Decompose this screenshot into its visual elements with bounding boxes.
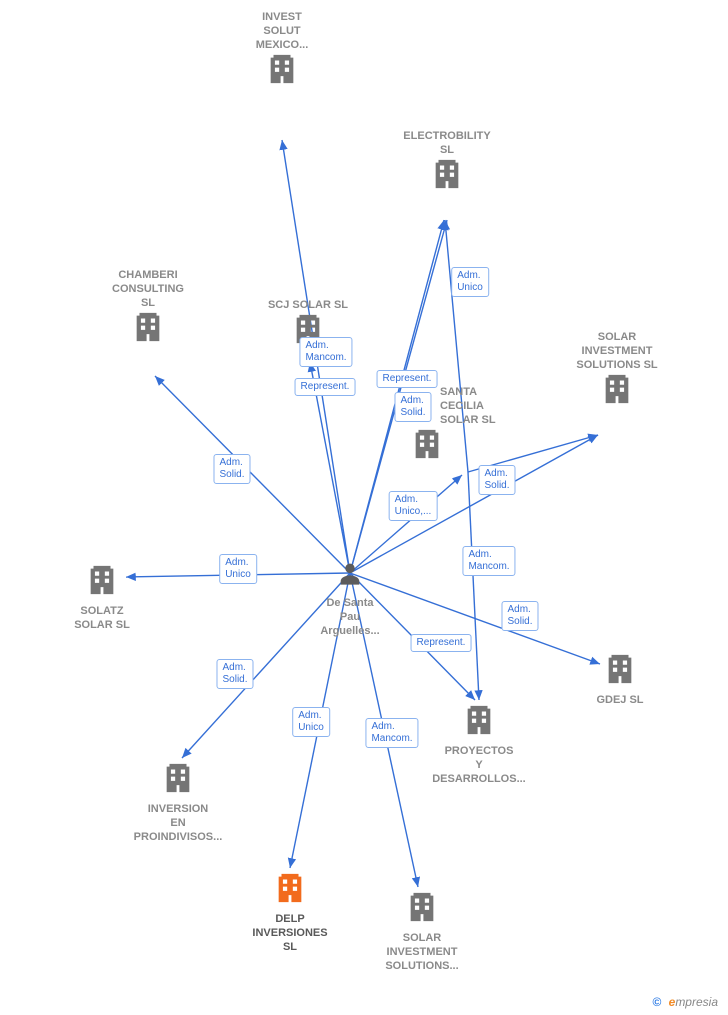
building-icon: [603, 652, 637, 686]
building-icon: [600, 372, 634, 406]
node-label: SANTACECILIASOLAR SL: [440, 385, 496, 427]
edge-label: Represent.: [377, 370, 438, 388]
edge-label: Adm.Unico,...: [389, 491, 438, 521]
building-icon: [265, 52, 299, 86]
building-icon: [410, 427, 444, 461]
building-icon: [430, 157, 464, 191]
company-node[interactable]: SOLARINVESTMENTSOLUTIONS...: [362, 890, 482, 973]
brand-logo-rest: mpresia: [675, 995, 718, 1009]
node-label: ELECTROBILITYSL: [387, 129, 507, 157]
node-label: GDEJ SL: [560, 693, 680, 707]
node-label: PROYECTOSYDESARROLLOS...: [419, 744, 539, 786]
edge-label: Adm.Unico: [451, 267, 489, 297]
edge-label: Adm.Solid.: [213, 454, 250, 484]
person-icon: [336, 559, 364, 587]
company-node[interactable]: SOLATZSOLAR SL: [42, 563, 162, 632]
company-node[interactable]: INVESTSOLUTMEXICO...: [222, 8, 342, 91]
node-label: DELPINVERSIONESSL: [230, 912, 350, 954]
edge-line: [155, 376, 350, 573]
building-icon: [161, 761, 195, 795]
edge-label: Adm.Unico: [292, 707, 330, 737]
company-node[interactable]: INVERSIONENPROINDIVISOS...: [118, 761, 238, 844]
edge-label: Adm.Mancom.: [462, 546, 515, 576]
building-icon: [131, 310, 165, 344]
company-node[interactable]: DELPINVERSIONESSL: [230, 871, 350, 954]
edge-label: Adm.Solid.: [501, 601, 538, 631]
edge-label: Adm.Solid.: [216, 659, 253, 689]
building-icon: [273, 871, 307, 905]
node-label: SCJ SOLAR SL: [248, 298, 368, 312]
node-label: De SantaPauArguelles...: [290, 596, 410, 638]
building-icon: [405, 890, 439, 924]
company-node[interactable]: CHAMBERICONSULTINGSL: [88, 266, 208, 349]
graph-edges-layer: [0, 0, 728, 1015]
footer-attribution: © empresia: [652, 995, 718, 1009]
edge-label: Adm.Mancom.: [365, 718, 418, 748]
edge-label: Adm.Solid.: [478, 465, 515, 495]
edge-label: Represent.: [411, 634, 472, 652]
company-node[interactable]: ELECTROBILITYSL: [387, 127, 507, 196]
center-person-node[interactable]: De SantaPauArguelles...: [290, 559, 410, 638]
edge-label: Represent.: [295, 378, 356, 396]
company-node[interactable]: GDEJ SL: [560, 652, 680, 707]
edge-line: [468, 472, 479, 700]
company-node[interactable]: PROYECTOSYDESARROLLOS...: [419, 703, 539, 786]
edge-label: Adm.Solid.: [394, 392, 431, 422]
node-label: SOLARINVESTMENTSOLUTIONS...: [362, 931, 482, 973]
company-node[interactable]: SOLARINVESTMENTSOLUTIONS SL: [557, 328, 677, 411]
node-label: SOLATZSOLAR SL: [42, 604, 162, 632]
node-label: INVESTSOLUTMEXICO...: [222, 10, 342, 52]
copyright-symbol: ©: [652, 995, 661, 1009]
node-label: SOLARINVESTMENTSOLUTIONS SL: [557, 330, 677, 372]
node-label: INVERSIONENPROINDIVISOS...: [118, 802, 238, 844]
edge-label: Adm.Mancom.: [299, 337, 352, 367]
building-icon: [85, 563, 119, 597]
node-label: CHAMBERICONSULTINGSL: [88, 268, 208, 310]
building-icon: [462, 703, 496, 737]
edge-label: Adm.Unico: [219, 554, 257, 584]
